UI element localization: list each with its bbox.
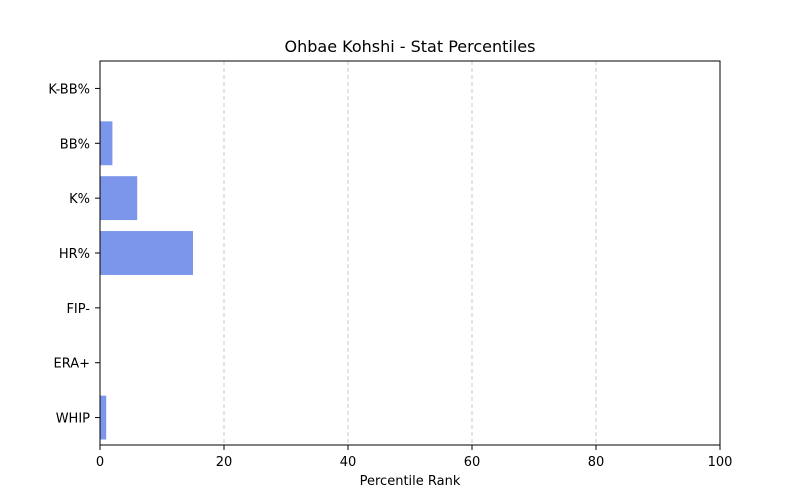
- chart-title: Ohbae Kohshi - Stat Percentiles: [285, 37, 536, 56]
- bars: [100, 121, 193, 440]
- x-tick-label: 0: [96, 455, 104, 470]
- x-tick-label: 80: [588, 455, 605, 470]
- bar: [100, 395, 107, 440]
- y-tick-label: K-BB%: [48, 82, 90, 97]
- bar: [100, 176, 138, 221]
- x-tick-label: 60: [464, 455, 481, 470]
- y-tick-label: ERA+: [53, 357, 90, 372]
- x-tick-label: 100: [708, 455, 733, 470]
- bar: [100, 121, 113, 166]
- grid-lines: [223, 61, 597, 445]
- x-axis-label: Percentile Rank: [360, 474, 461, 489]
- y-axis-ticks: K-BB% BB% K% HR% FIP- ERA+ WHIP: [48, 82, 100, 427]
- y-tick-label: WHIP: [56, 412, 90, 427]
- x-tick-label: 40: [340, 455, 357, 470]
- bar: [100, 231, 193, 275]
- y-tick-label: BB%: [60, 137, 90, 152]
- y-tick-label: K%: [69, 192, 90, 207]
- x-axis-ticks: 0 20 40 60 80 100: [96, 445, 733, 470]
- x-tick-label: 20: [216, 455, 233, 470]
- y-tick-label: HR%: [59, 247, 90, 262]
- y-tick-label: FIP-: [66, 302, 90, 317]
